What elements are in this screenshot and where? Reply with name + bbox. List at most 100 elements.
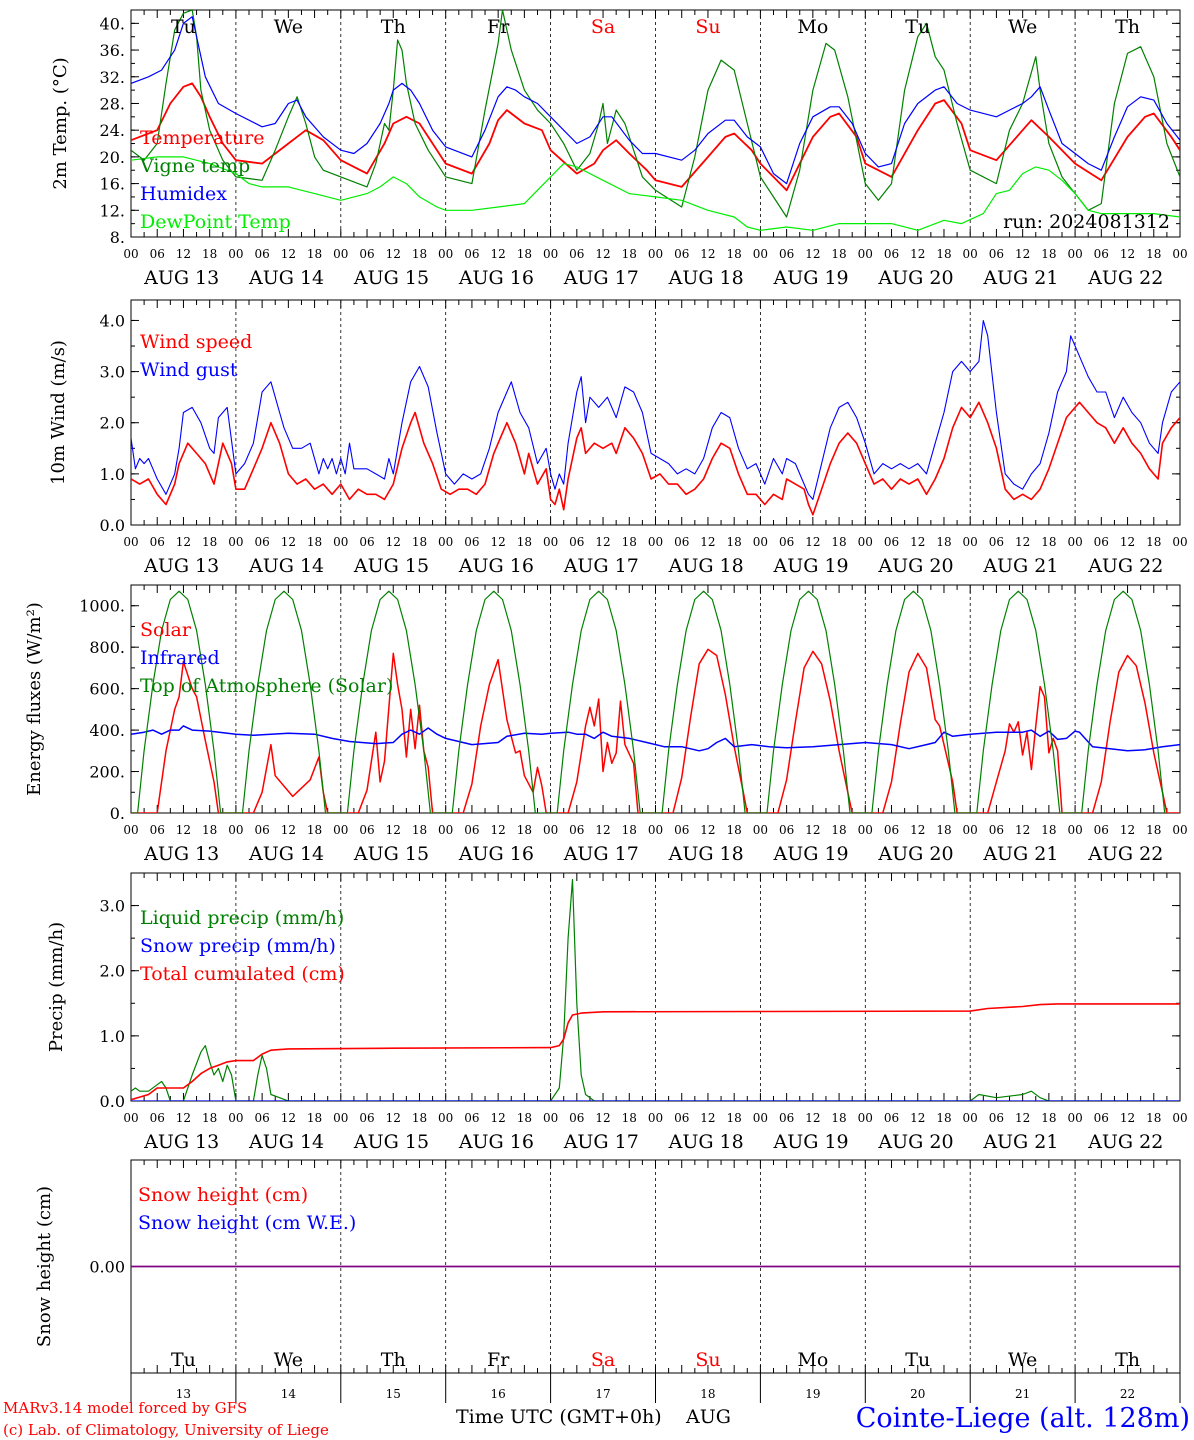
y-tick-label: 28. xyxy=(100,94,125,113)
date-label: AUG 22 xyxy=(1087,267,1163,289)
hour-tick-label: 12 xyxy=(805,247,820,261)
hour-tick-label: 12 xyxy=(1015,1111,1030,1125)
date-label: AUG 16 xyxy=(458,843,534,865)
date-label: AUG 20 xyxy=(877,267,953,289)
hour-tick-label: 06 xyxy=(989,247,1004,261)
hour-tick-label: 12 xyxy=(281,535,296,549)
energy-series-infrared xyxy=(131,725,1180,752)
hour-tick-label: 18 xyxy=(727,823,742,837)
hour-tick-label: 00 xyxy=(858,1111,873,1125)
legend-vigne-temp: Vigne temp xyxy=(139,155,250,177)
y-tick-label: 2.0 xyxy=(100,962,125,981)
hour-tick-label: 12 xyxy=(176,247,191,261)
hour-tick-label: 06 xyxy=(884,247,899,261)
hour-tick-label: 18 xyxy=(831,1111,846,1125)
hour-tick-label: 00 xyxy=(1172,247,1187,261)
y-tick-label: 3.0 xyxy=(100,897,125,916)
y-tick-label: 8. xyxy=(110,228,125,247)
footer: MARv3.14 model forced by GFS (c) Lab. of … xyxy=(3,1399,1190,1439)
legend-snow-precip-mm-h: Snow precip (mm/h) xyxy=(140,935,336,957)
hour-tick-label: 06 xyxy=(989,1111,1004,1125)
hour-tick-label: 18 xyxy=(1146,823,1161,837)
hour-tick-label: 18 xyxy=(936,247,951,261)
hour-tick-label: 00 xyxy=(123,535,138,549)
hour-tick-label: 12 xyxy=(910,535,925,549)
hour-tick-label: 12 xyxy=(805,823,820,837)
date-label: AUG 21 xyxy=(982,267,1058,289)
station-label: Cointe-Liege (alt. 128m) xyxy=(856,1403,1190,1434)
hour-tick-label: 12 xyxy=(491,823,506,837)
date-label: AUG 18 xyxy=(668,843,744,865)
hour-tick-label: 00 xyxy=(123,247,138,261)
hour-tick-label: 18 xyxy=(1041,823,1056,837)
day-number-label: 13 xyxy=(176,1387,191,1401)
hour-tick-label: 12 xyxy=(910,247,925,261)
energy-time-axis: 00 06 12 18 AUG 13 00 06 12 18 AUG 14 00 06 12 18 AUG … xyxy=(123,823,1187,865)
day-of-week-label: We xyxy=(274,16,303,38)
day-of-week-label: Th xyxy=(381,16,406,38)
hour-tick-label: 12 xyxy=(1015,823,1030,837)
hour-tick-label: 00 xyxy=(333,247,348,261)
y-tick-label: 16. xyxy=(100,175,125,194)
hour-tick-label: 12 xyxy=(491,535,506,549)
date-label: AUG 19 xyxy=(773,267,849,289)
date-label: AUG 19 xyxy=(773,555,849,577)
day-of-week-label: We xyxy=(274,1349,303,1371)
day-number-label: 21 xyxy=(1015,1387,1030,1401)
date-label: AUG 18 xyxy=(668,267,744,289)
hour-tick-label: 00 xyxy=(333,535,348,549)
hour-tick-label: 06 xyxy=(464,535,479,549)
energy-series-top-of-atmosphere-solar xyxy=(131,590,1166,813)
hour-tick-label: 06 xyxy=(464,1111,479,1125)
date-label: AUG 21 xyxy=(982,843,1058,865)
y-tick-label: 12. xyxy=(100,201,125,220)
hour-tick-label: 00 xyxy=(858,535,873,549)
date-label: AUG 17 xyxy=(563,843,639,865)
hour-tick-label: 06 xyxy=(569,1111,584,1125)
hour-tick-label: 18 xyxy=(412,823,427,837)
day-of-week-label: Tu xyxy=(905,1349,930,1371)
legend-top-of-atmosphere-solar: Top of Atmosphere (Solar) xyxy=(140,675,393,697)
hour-tick-label: 06 xyxy=(884,1111,899,1125)
date-label: AUG 13 xyxy=(143,843,219,865)
hour-tick-label: 12 xyxy=(1120,535,1135,549)
wind-ylabel: 10m Wind (m/s) xyxy=(48,340,69,485)
y-tick-label: 20. xyxy=(100,148,125,167)
hour-tick-label: 12 xyxy=(386,823,401,837)
time-axis-label: Time UTC (GMT+0h) xyxy=(456,1406,662,1428)
date-label: AUG 18 xyxy=(668,555,744,577)
date-label: AUG 13 xyxy=(143,555,219,577)
date-label: AUG 14 xyxy=(248,555,324,577)
hour-tick-label: 06 xyxy=(150,1111,165,1125)
temp-panel: 8. 12. 16. 20. 24. 28. 32. 36. 40. 2m Temp. (°C) T… xyxy=(50,9,1181,247)
y-tick-label: 200. xyxy=(89,763,125,782)
hour-tick-label: 00 xyxy=(438,247,453,261)
hour-tick-label: 18 xyxy=(1041,535,1056,549)
hour-tick-label: 12 xyxy=(491,1111,506,1125)
day-of-week-label: Sa xyxy=(591,1349,615,1371)
hour-tick-label: 12 xyxy=(281,247,296,261)
hour-tick-label: 18 xyxy=(412,247,427,261)
day-of-week-label: Su xyxy=(695,16,720,38)
date-label: AUG 22 xyxy=(1087,1131,1163,1153)
hour-tick-label: 12 xyxy=(700,535,715,549)
hour-tick-label: 12 xyxy=(1120,823,1135,837)
hour-tick-label: 18 xyxy=(1146,247,1161,261)
hour-tick-label: 00 xyxy=(1067,1111,1082,1125)
hour-tick-label: 06 xyxy=(674,823,689,837)
precip-series-total-cumulated-cm xyxy=(131,1003,1180,1101)
hour-tick-label: 00 xyxy=(963,247,978,261)
hour-tick-label: 00 xyxy=(963,1111,978,1125)
day-of-week-label: Tu xyxy=(171,1349,196,1371)
day-of-week-label: Mo xyxy=(797,16,828,38)
hour-tick-label: 06 xyxy=(1094,823,1109,837)
snow-panel: 0.00 Snow height (cm) Snow height (cm) Snow… xyxy=(34,1159,1181,1374)
date-label: AUG 20 xyxy=(877,1131,953,1153)
hour-tick-label: 00 xyxy=(858,247,873,261)
snow-ylabel: Snow height (cm) xyxy=(34,1186,55,1347)
hour-tick-label: 18 xyxy=(202,247,217,261)
hour-tick-label: 00 xyxy=(963,535,978,549)
hour-tick-label: 12 xyxy=(1120,247,1135,261)
precip-panel: 0.0 1.0 2.0 3.0 Precip (mm/h) Liquid precip (… xyxy=(46,872,1181,1111)
